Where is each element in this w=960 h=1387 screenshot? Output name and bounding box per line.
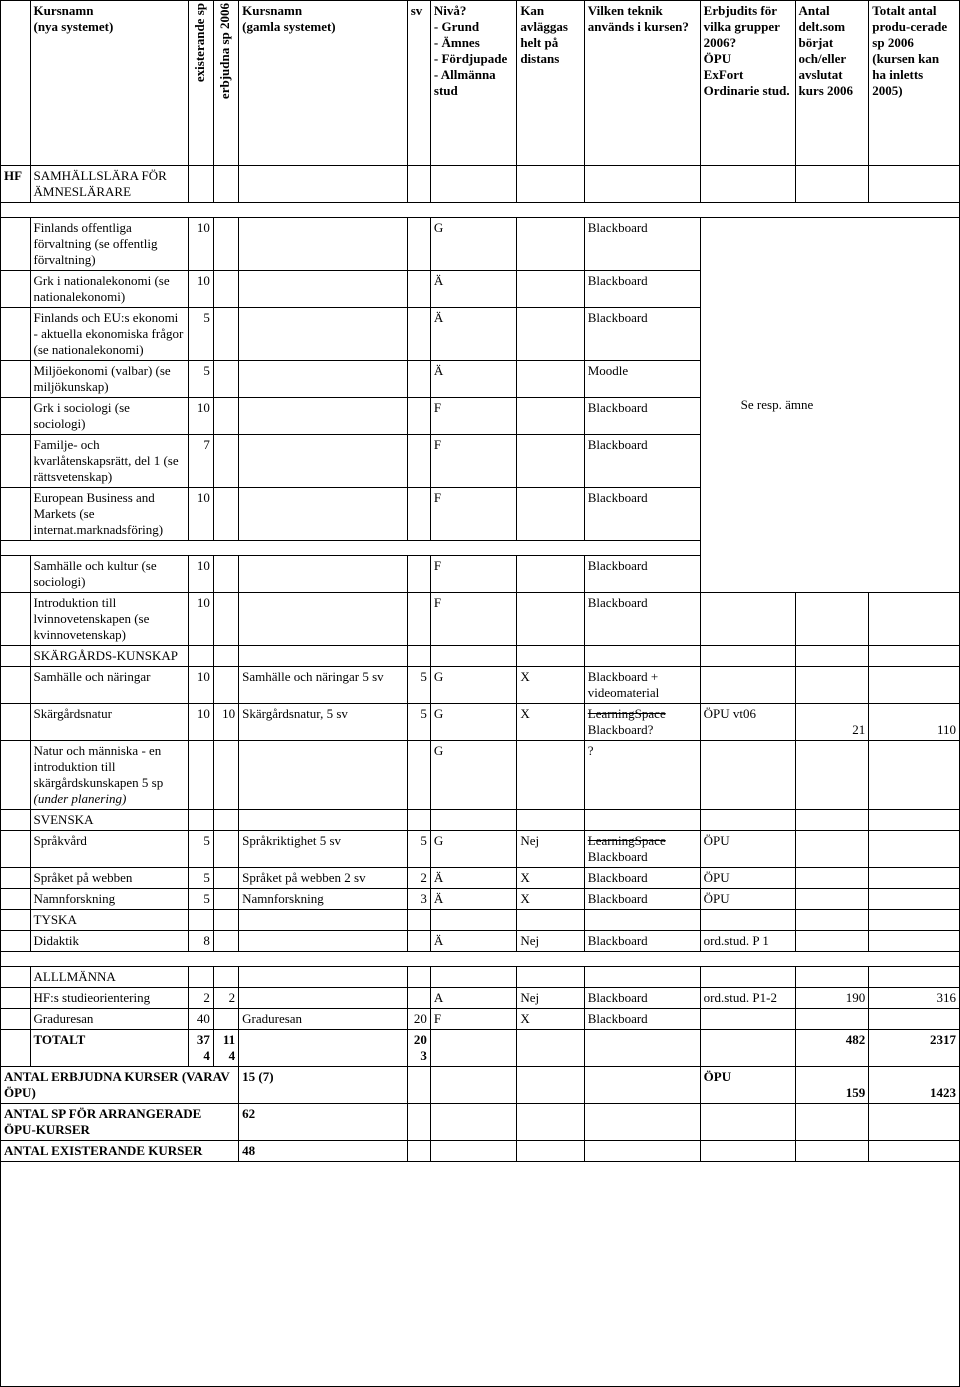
hf-code: HF bbox=[1, 166, 31, 203]
course-name: Miljöekonomi (valbar) (se miljökunskap) bbox=[30, 361, 188, 398]
summary-row: ANTAL EXISTERANDE KURSER 48 bbox=[1, 1141, 960, 1162]
table-row: HF:s studieorientering 2 2 A Nej Blackbo… bbox=[1, 988, 960, 1009]
section-row: TYSKA bbox=[1, 910, 960, 931]
table-row: Språket på webben 5 Språket på webben 2 … bbox=[1, 868, 960, 889]
course-name: Språkvård bbox=[30, 831, 188, 868]
col7-header: Nivå?- Grund- Ämnes- Fördjupade- Allmänn… bbox=[430, 1, 516, 166]
summary-label: ANTAL SP FÖR ARRANGERADE ÖPU-KURSER bbox=[1, 1104, 239, 1141]
col2-header: Kursnamn(nya systemet) bbox=[30, 1, 188, 166]
course-name: Skärgårdsnatur bbox=[30, 704, 188, 741]
course-name: Finlands offentliga förvaltning (se offe… bbox=[30, 218, 188, 271]
summary-label: ANTAL ERBJUDNA KURSER (VARAV ÖPU) bbox=[1, 1067, 239, 1104]
summary-label: ANTAL EXISTERANDE KURSER bbox=[1, 1141, 239, 1162]
col8-header: Kan avläggas helt på distans bbox=[517, 1, 584, 166]
course-name: HF:s studieorientering bbox=[30, 988, 188, 1009]
total-label: TOTALT bbox=[30, 1030, 188, 1067]
table-row: Didaktik 8 Ä Nej Blackboard ord.stud. P … bbox=[1, 931, 960, 952]
table-row: Samhälle och näringar 10 Samhälle och nä… bbox=[1, 667, 960, 704]
course-name: Språket på webben bbox=[30, 868, 188, 889]
col5-header: Kursnamn(gamla systemet) bbox=[239, 1, 408, 166]
table-row: Introduktion till lvinnovetenskapen (se … bbox=[1, 593, 960, 646]
table-row: Skärgårdsnatur 10 10 Skärgårdsnatur, 5 s… bbox=[1, 704, 960, 741]
col11-header: Antal delt.som börjat och/eller avslutat… bbox=[795, 1, 869, 166]
table-row: Namnforskning 5 Namnforskning 3 Ä X Blac… bbox=[1, 889, 960, 910]
section-title: TYSKA bbox=[30, 910, 188, 931]
course-name: Graduresan bbox=[30, 1009, 188, 1030]
course-name: Familje- och kvarlåtenskapsrätt, del 1 (… bbox=[30, 435, 188, 488]
col9-header: Vilken teknik används i kursen? bbox=[584, 1, 700, 166]
sp: 10 bbox=[188, 218, 213, 271]
col12-header: Totalt antal produ-cerade sp 2006 (kurse… bbox=[869, 1, 960, 166]
gamla-name: Samhälle och näringar 5 sv bbox=[239, 667, 408, 704]
summary-row: ANTAL ERBJUDNA KURSER (VARAV ÖPU) 15 (7)… bbox=[1, 1067, 960, 1104]
col3-header: existerande sp bbox=[188, 1, 213, 166]
course-name: Grk i sociologi (se sociologi) bbox=[30, 398, 188, 435]
niva: G bbox=[430, 218, 516, 271]
hf-title: SAMHÄLLSLÄRA FÖR ÄMNESLÄRARE bbox=[30, 166, 188, 203]
section-row: SKÄRGÅRDS-KUNSKAP bbox=[1, 646, 960, 667]
col10-header: Erbjudits för vilka grupper 2006?ÖPUExFo… bbox=[700, 1, 795, 166]
course-name: European Business and Markets (se intern… bbox=[30, 488, 188, 541]
course-table: Kursnamn(nya systemet) existerande sp er… bbox=[0, 0, 960, 1387]
section-hf-row: HF SAMHÄLLSLÄRA FÖR ÄMNESLÄRARE bbox=[1, 166, 960, 203]
header-row: Kursnamn(nya systemet) existerande sp er… bbox=[1, 1, 960, 166]
teknik: Blackboard bbox=[584, 218, 700, 271]
course-name: Namnforskning bbox=[30, 889, 188, 910]
table-row: Graduresan 40 Graduresan 20 F X Blackboa… bbox=[1, 1009, 960, 1030]
col1-header bbox=[1, 1, 31, 166]
section-title: ALLLMÄNNA bbox=[30, 967, 188, 988]
col6-header: sv bbox=[407, 1, 430, 166]
teknik: LearningSpaceBlackboard? bbox=[584, 704, 700, 741]
section-title: SKÄRGÅRDS-KUNSKAP bbox=[30, 646, 188, 667]
total-row: TOTALT 374 114 203 482 2317 bbox=[1, 1030, 960, 1067]
bottom-empty bbox=[1, 1162, 960, 1387]
course-name: Samhälle och näringar bbox=[30, 667, 188, 704]
course-name: Samhälle och kultur (se sociologi) bbox=[30, 556, 188, 593]
table-row: Finlands offentliga förvaltning (se offe… bbox=[1, 218, 960, 271]
course-name: Introduktion till lvinnovetenskapen (se … bbox=[30, 593, 188, 646]
course-name: Natur och människa - en introduktion til… bbox=[30, 741, 188, 810]
col4-header: erbjudna sp 2006 bbox=[213, 1, 238, 166]
section-row: ALLLMÄNNA bbox=[1, 967, 960, 988]
course-name: Grk i nationalekonomi (se nationalekonom… bbox=[30, 271, 188, 308]
merged-note-cell: Se resp. ämne bbox=[700, 218, 959, 593]
spacer-row bbox=[1, 952, 960, 967]
section-row: SVENSKA bbox=[1, 810, 960, 831]
table-row: Språkvård 5 Språkriktighet 5 sv 5 G Nej … bbox=[1, 831, 960, 868]
section-title: SVENSKA bbox=[30, 810, 188, 831]
table-row: Natur och människa - en introduktion til… bbox=[1, 741, 960, 810]
course-name: Didaktik bbox=[30, 931, 188, 952]
teknik: LearningSpaceBlackboard bbox=[584, 831, 700, 868]
spacer-row bbox=[1, 203, 960, 218]
course-name: Finlands och EU:s ekonomi - aktuella eko… bbox=[30, 308, 188, 361]
summary-row: ANTAL SP FÖR ARRANGERADE ÖPU-KURSER 62 bbox=[1, 1104, 960, 1141]
